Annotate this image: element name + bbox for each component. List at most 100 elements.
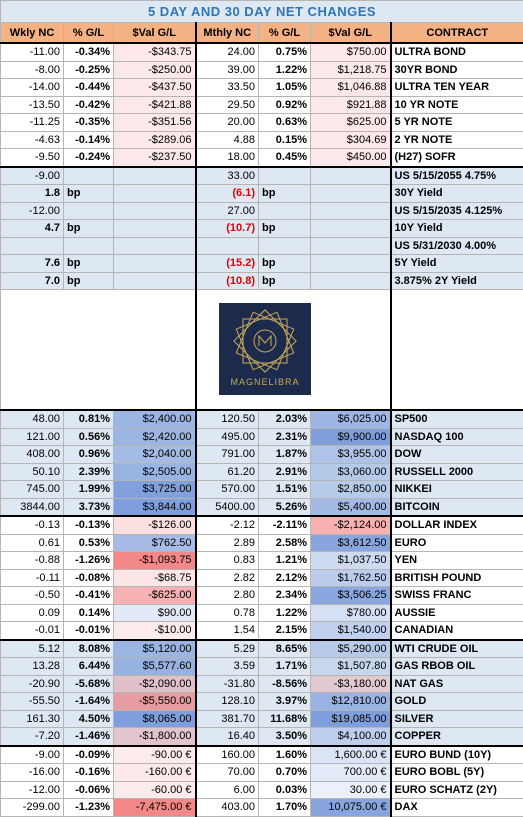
cell-mthly-pct: 2.31% <box>259 428 311 446</box>
cell-mthly: 61.20 <box>196 463 259 481</box>
cell-contract: ULTRA BOND <box>391 43 523 61</box>
empty-cell <box>114 255 196 273</box>
cell-mthly-val: $921.88 <box>311 96 391 114</box>
cell-contract: GOLD <box>391 693 523 711</box>
cell-wkly-pct: -0.24% <box>64 149 114 167</box>
cell-contract: EURO BUND (10Y) <box>391 746 523 764</box>
cell-mthly-val: $1,218.75 <box>311 61 391 79</box>
cell-wkly-pct: -0.08% <box>64 569 114 587</box>
cell-contract: NIKKEI <box>391 481 523 499</box>
cell-contract: SILVER <box>391 710 523 728</box>
column-header: $Val G/L <box>311 23 391 44</box>
empty-cell <box>114 167 196 185</box>
cell-wkly-pct: 8.08% <box>64 640 114 658</box>
cell-mthly-pct: 0.45% <box>259 149 311 167</box>
column-header: Mthly NC <box>196 23 259 44</box>
cell-wkly-val: -$421.88 <box>114 96 196 114</box>
cell-wkly-pct: -0.41% <box>64 587 114 605</box>
cell-mthly: 5.29 <box>196 640 259 658</box>
cell-contract: 30Y Yield <box>391 185 523 203</box>
column-header: % G/L <box>64 23 114 44</box>
cell-mthly-val: $780.00 <box>311 604 391 622</box>
cell-mthly: 27.00 <box>196 202 259 220</box>
cell-mthly-pct: 0.63% <box>259 114 311 132</box>
cell-mthly: 570.00 <box>196 481 259 499</box>
cell-wkly-pct: 6.44% <box>64 658 114 676</box>
cell-mthly-val: -$2,124.00 <box>311 516 391 534</box>
cell-mthly: 3.59 <box>196 658 259 676</box>
cell-mthly-pct: 0.75% <box>259 43 311 61</box>
cell-mthly: 791.00 <box>196 446 259 464</box>
cell-wkly-pct: bp <box>64 255 114 273</box>
cell-mthly-val: $3,506.25 <box>311 587 391 605</box>
cell-mthly-pct: 2.03% <box>259 410 311 428</box>
logo: MAGNELIBRA <box>219 303 311 395</box>
logo-row: MAGNELIBRA <box>1 290 523 411</box>
cell-contract: YEN <box>391 552 523 570</box>
logo-blank <box>1 290 196 411</box>
cell-wkly-val: -$2,090.00 <box>114 675 196 693</box>
cell-mthly-val: $19,085.00 <box>311 710 391 728</box>
cell-mthly-val: $5,290.00 <box>311 640 391 658</box>
cell-wkly-val: -$250.00 <box>114 61 196 79</box>
cell-wkly: -13.50 <box>1 96 64 114</box>
cell-wkly-val: $90.00 <box>114 604 196 622</box>
cell-mthly: 403.00 <box>196 799 259 817</box>
cell-mthly-pct: 2.91% <box>259 463 311 481</box>
cell-mthly-val: $3,060.00 <box>311 463 391 481</box>
cell-contract: EURO <box>391 534 523 552</box>
cell-wkly-pct: -0.34% <box>64 43 114 61</box>
cell-mthly-pct: 0.70% <box>259 764 311 782</box>
cell-wkly-pct: 0.14% <box>64 604 114 622</box>
cell-mthly: 33.00 <box>196 167 259 185</box>
cell-wkly-val: $2,420.00 <box>114 428 196 446</box>
cell-wkly: -0.13 <box>1 516 64 534</box>
cell-wkly-pct: bp <box>64 185 114 203</box>
cell-wkly-val: -7,475.00 € <box>114 799 196 817</box>
cell-contract: DOW <box>391 446 523 464</box>
cell-wkly: 48.00 <box>1 410 64 428</box>
cell-wkly-pct: -0.09% <box>64 746 114 764</box>
cell-mthly-pct: bp <box>259 255 311 273</box>
cell-wkly-val: -$1,800.00 <box>114 728 196 746</box>
cell-contract: SWISS FRANC <box>391 587 523 605</box>
cell-mthly: 39.00 <box>196 61 259 79</box>
logo-blank <box>391 290 523 411</box>
logo-text: MAGNELIBRA <box>230 377 299 387</box>
cell-wkly: 1.8 <box>1 185 64 203</box>
cell-wkly: 4.7 <box>1 220 64 238</box>
cell-wkly-pct: -0.16% <box>64 764 114 782</box>
cell-wkly-pct: 4.50% <box>64 710 114 728</box>
cell-wkly-pct: bp <box>64 272 114 290</box>
logo-area: MAGNELIBRA <box>196 290 391 411</box>
cell-wkly: 7.6 <box>1 255 64 273</box>
cell-wkly-pct: -0.44% <box>64 79 114 97</box>
cell-contract: US 5/15/2055 4.75% <box>391 167 523 185</box>
cell-mthly: (10.8) <box>196 272 259 290</box>
cell-wkly-val: -$437.50 <box>114 79 196 97</box>
cell-wkly-val: $3,725.00 <box>114 481 196 499</box>
cell-mthly-pct: 0.15% <box>259 131 311 149</box>
cell-wkly: -0.50 <box>1 587 64 605</box>
cell-contract: RUSSELL 2000 <box>391 463 523 481</box>
cell-wkly: -12.00 <box>1 781 64 799</box>
cell-wkly-pct: 2.39% <box>64 463 114 481</box>
cell-mthly-pct: 1.71% <box>259 658 311 676</box>
cell-wkly-pct: 0.56% <box>64 428 114 446</box>
cell-wkly-pct: -5.68% <box>64 675 114 693</box>
cell-mthly-pct: 1.22% <box>259 61 311 79</box>
